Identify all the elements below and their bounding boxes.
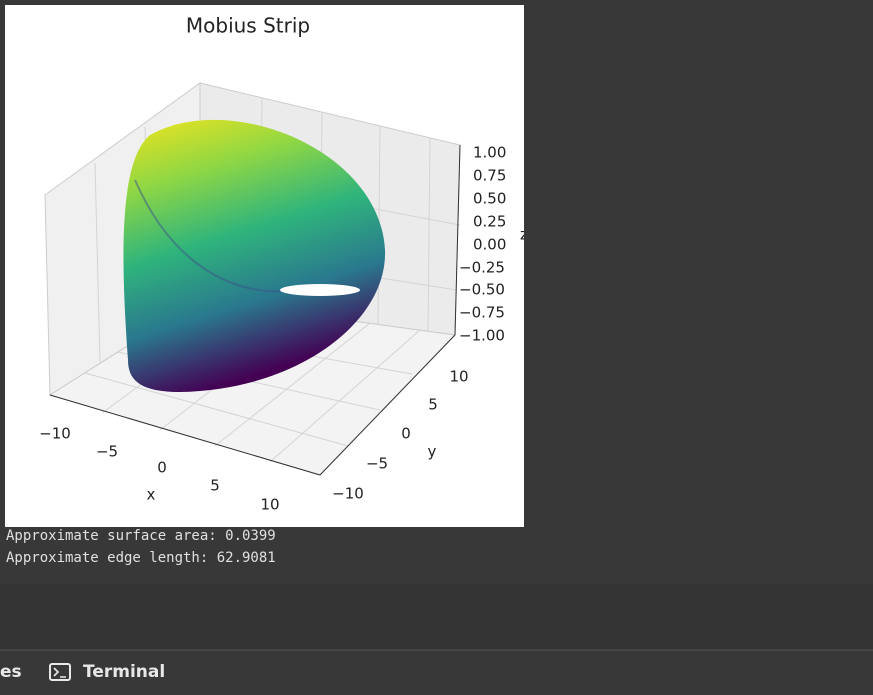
- x-tick-label: 0: [157, 459, 167, 477]
- clip: [524, 5, 534, 527]
- output-line: Approximate surface area: 0.0399: [6, 528, 276, 544]
- tab[interactable]: Terminal: [83, 662, 165, 682]
- x-tick-label: 5: [210, 477, 220, 495]
- x-axis: [49, 394, 321, 476]
- x-axis-label: x: [147, 486, 156, 504]
- x-tick-label: −5: [96, 443, 118, 461]
- z-tick-label: 0.50: [473, 190, 506, 208]
- hole: [280, 284, 360, 296]
- tab[interactable]: es: [0, 662, 22, 682]
- y-axis: [319, 334, 456, 476]
- y-tick-label: −5: [366, 455, 388, 473]
- z-tick-label: 0.75: [473, 167, 506, 185]
- y-tick-label: 0: [401, 425, 411, 443]
- x-tick-label: 10: [260, 496, 279, 514]
- mobius-surface: [123, 119, 386, 393]
- cell-footer: [0, 584, 873, 650]
- z-tick-label: −0.25: [459, 259, 505, 277]
- y-tick-label: 5: [428, 396, 438, 414]
- y-axis-label: y: [428, 443, 437, 461]
- z-tick-label: 1.00: [473, 144, 506, 162]
- y-tick-label: −10: [332, 485, 364, 503]
- fold: [134, 179, 301, 293]
- y-tick-label: 10: [449, 368, 468, 386]
- terminal-icon[interactable]: [49, 663, 71, 681]
- z-tick-label: −1.00: [459, 327, 505, 345]
- chart-title: Mobius Strip: [186, 14, 310, 38]
- z-tick-label: 0.00: [473, 236, 506, 254]
- z-axis: [454, 144, 461, 336]
- z-tick-label: 0.25: [473, 213, 506, 231]
- x-tick-label: −10: [39, 425, 71, 443]
- output-line: Approximate edge length: 62.9081: [6, 550, 276, 566]
- z-tick-label: −0.75: [459, 304, 505, 322]
- z-tick-label: −0.50: [459, 281, 505, 299]
